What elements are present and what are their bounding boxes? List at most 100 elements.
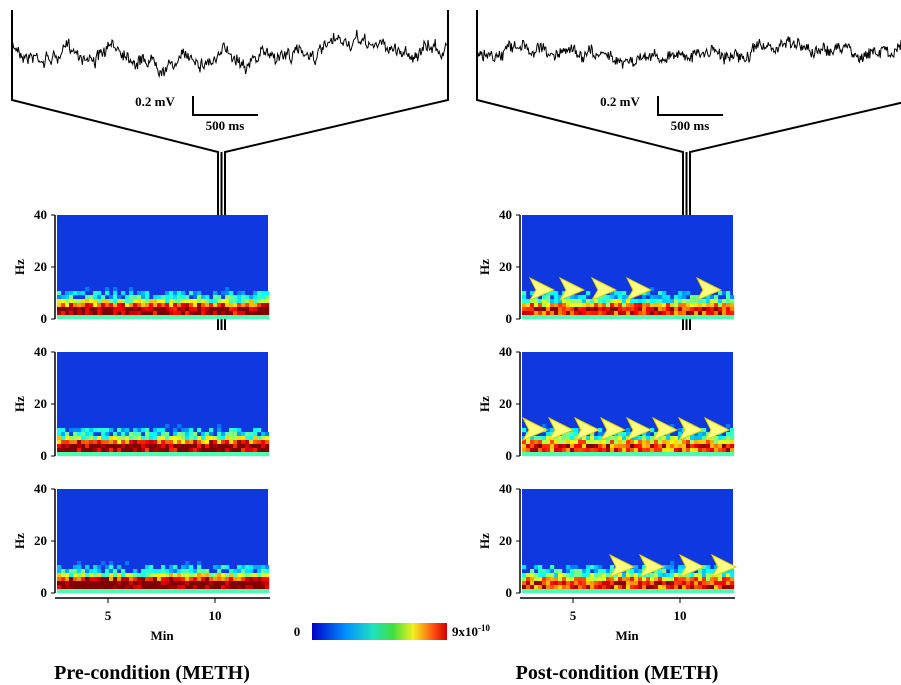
spectrogram-cell <box>562 448 567 453</box>
spectrogram-cell <box>582 585 587 590</box>
spectrogram-cell <box>213 295 218 300</box>
spectrogram-cell <box>730 295 735 300</box>
arrowhead <box>558 276 586 302</box>
spectrogram-cell <box>57 452 62 457</box>
spectrogram-cell <box>205 440 210 445</box>
spectrogram-cell <box>89 303 94 308</box>
spectrogram-cell <box>57 299 62 304</box>
spectrogram-cell <box>129 436 134 441</box>
spectrogram-cell <box>137 577 142 582</box>
spectrogram-cell <box>658 291 663 296</box>
spectrogram-cell <box>185 311 190 316</box>
spectrogram-cell <box>630 573 635 578</box>
spectrogram-cell <box>69 428 74 433</box>
spectrogram-cell <box>125 307 130 312</box>
spectrogram-cell <box>582 448 587 453</box>
spectrogram-cell <box>706 440 711 445</box>
spectrogram-cell <box>566 577 571 582</box>
spectrogram-cell <box>193 452 198 457</box>
spectrogram-cell <box>145 444 150 449</box>
spectrogram-cell <box>594 444 599 449</box>
spectrogram-cell <box>574 295 579 300</box>
spectrogram-cell <box>77 448 82 453</box>
spectrogram-cell <box>65 432 70 437</box>
spectrogram-cell <box>630 577 635 582</box>
spectrogram-cell <box>229 581 234 586</box>
spectrogram-cell <box>666 307 671 312</box>
spectrogram-cell <box>546 589 551 594</box>
spectrogram-cell <box>121 440 126 445</box>
spectrogram-cell <box>209 589 214 594</box>
spectrogram-cell <box>622 307 627 312</box>
spectrogram-cell <box>594 585 599 590</box>
spectrogram-cell <box>229 432 234 437</box>
spectrogram-cell <box>133 315 138 320</box>
spectrogram-cell <box>626 428 631 433</box>
spectrogram-cell <box>193 295 198 300</box>
spectrogram-cell <box>634 440 639 445</box>
spectrogram-cell <box>225 585 230 590</box>
spectrogram-cell <box>706 577 711 582</box>
spectrogram-cell <box>93 440 98 445</box>
spectrogram-cell <box>550 311 555 316</box>
spectrogram-cell <box>582 295 587 300</box>
spectrogram-cell <box>237 589 242 594</box>
spectrogram-cell <box>253 581 258 586</box>
spectrogram-cell <box>630 299 635 304</box>
spectrogram-cell <box>189 589 194 594</box>
spectrogram-cell <box>686 448 691 453</box>
spectrogram-cell <box>694 295 699 300</box>
spectrogram-cell <box>101 315 106 320</box>
spectrogram-cell <box>586 440 591 445</box>
spectrogram-cell <box>554 307 559 312</box>
spectrogram-cell <box>606 436 611 441</box>
spectrogram-cell <box>241 440 246 445</box>
spectrogram-cell <box>105 303 110 308</box>
spectrogram-cell <box>562 452 567 457</box>
spectrogram-cell <box>81 440 86 445</box>
spectrogram-cell <box>614 291 619 296</box>
spectrogram-cell <box>610 577 615 582</box>
spectrogram-cell <box>241 452 246 457</box>
spectrogram-cell <box>193 303 198 308</box>
spectrogram-cell <box>61 432 66 437</box>
spectrogram-cell <box>534 448 539 453</box>
spectrogram-cell <box>542 444 547 449</box>
spectrogram-cell <box>233 452 238 457</box>
spectrogram-cell <box>606 311 611 316</box>
spectrogram-cell <box>189 448 194 453</box>
spectrogram-cell <box>550 307 555 312</box>
arrowhead <box>599 416 627 442</box>
spectrogram-cell <box>101 444 106 449</box>
spectrogram-cell <box>546 444 551 449</box>
spectrogram-cell <box>686 315 691 320</box>
spectrogram-cell <box>686 440 691 445</box>
spectrogram-cell <box>129 303 134 308</box>
spectrogram-cell <box>201 299 206 304</box>
spectrogram-cell <box>145 440 150 445</box>
spectrogram-cell <box>93 448 98 453</box>
spectrogram-cell <box>65 299 70 304</box>
spectrogram-cell <box>526 440 531 445</box>
spectrogram-cell <box>149 444 154 449</box>
spectrogram-cell <box>113 291 118 296</box>
spectrogram-cell <box>530 299 535 304</box>
spectrogram-cell <box>61 569 66 574</box>
spectrogram-cell <box>221 444 226 449</box>
spectrogram-cell <box>530 577 535 582</box>
spectrogram-cell <box>710 577 715 582</box>
spectrogram-cell <box>726 307 731 312</box>
spectrogram-cell <box>193 577 198 582</box>
spectrogram-cell <box>121 315 126 320</box>
spectrogram-cell <box>546 315 551 320</box>
spectrogram-cell <box>554 295 559 300</box>
spectrogram-cell <box>694 448 699 453</box>
spectrogram-cell <box>225 299 230 304</box>
spectrogram-cell <box>550 440 555 445</box>
spectrogram-cell <box>702 436 707 441</box>
spectrogram-cell <box>65 444 70 449</box>
spectrogram-cell <box>714 303 719 308</box>
spectrogram-cell <box>85 577 90 582</box>
spectrogram-cell <box>686 573 691 578</box>
spectrogram-cell <box>702 303 707 308</box>
